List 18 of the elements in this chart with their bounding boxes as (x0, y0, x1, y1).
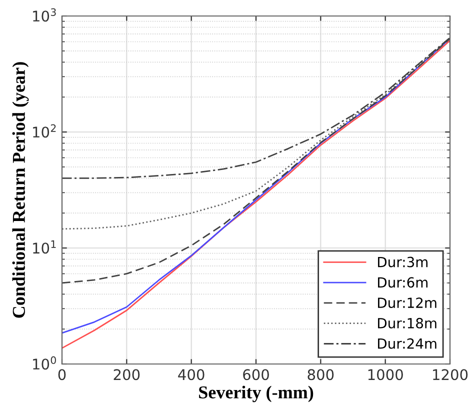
x-tick-label: 800 (308, 369, 334, 380)
legend-label: Dur:6m (378, 277, 428, 288)
x-tick-label: 1000 (368, 369, 403, 380)
x-tick-label: 0 (58, 369, 66, 380)
legend-label: Dur:3m (378, 256, 428, 268)
y-tick-label: 10$^{2}$ (33, 124, 56, 138)
y-tick-label: 10$^{1}$ (33, 240, 56, 254)
x-tick-label: 200 (114, 369, 140, 380)
y-tick-label: 10$^{0}$ (33, 356, 56, 370)
legend-label: Dur:24m (378, 338, 436, 349)
x-tick-label: 600 (243, 369, 269, 380)
legend-label: Dur:12m (378, 298, 436, 308)
y-tick-label: 10$^{3}$ (33, 8, 56, 22)
x-tick-label: 1200 (433, 369, 468, 380)
x-tick-label: 400 (178, 369, 204, 380)
x-axis-title: Severity (-mm) (199, 386, 314, 402)
legend-label: Dur:18m (378, 318, 436, 328)
y-axis-title: Conditional Return Period (year) (12, 62, 29, 318)
